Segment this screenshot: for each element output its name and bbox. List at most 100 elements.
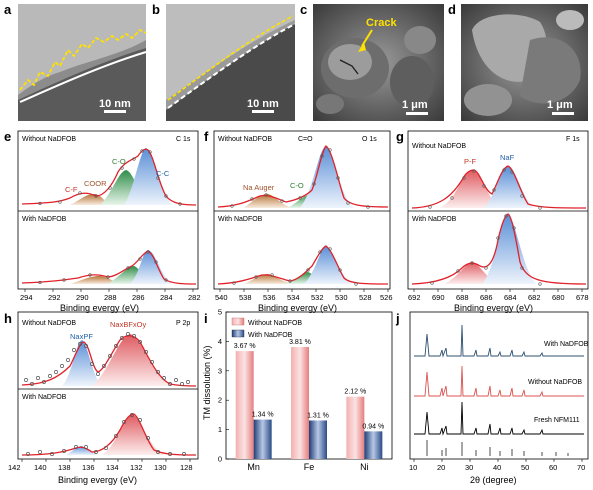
f-peak-co: C-O <box>290 181 304 190</box>
bar-mn-with <box>253 419 272 459</box>
e-peak-cc: C-C <box>156 169 170 178</box>
category-label-fe: Fe <box>304 462 315 472</box>
bar-fe-without <box>291 346 309 459</box>
e-xtick-3: 288 <box>104 293 117 302</box>
h-xtick-2: 138 <box>58 463 71 472</box>
bar-label-mn-without: 3.67 % <box>234 343 256 350</box>
h-xtick-3: 136 <box>82 463 95 472</box>
j-trace-without: Without NaDFOB <box>528 379 582 386</box>
i-ylabel: TM dissolution (%) <box>202 345 212 420</box>
sem-image-c: Crack 1 μm <box>313 4 444 121</box>
crack-label: Crack <box>366 17 397 29</box>
tem-image-a: 10 nm <box>18 4 147 121</box>
g-xtick-1: 690 <box>432 293 445 302</box>
xrd-panel-j: With NaDFOB Without NaDFOB Fresh NFM111 … <box>409 311 589 485</box>
panel-label-h: h <box>4 311 12 326</box>
g-xtick-6: 680 <box>552 293 565 302</box>
h-xtick-1: 140 <box>34 463 47 472</box>
e-top-title: Without NaDFOB <box>22 136 76 143</box>
scale-label-b: 10 nm <box>247 98 279 110</box>
h-edge: P 2p <box>176 320 190 327</box>
i-ytick-label: 0 <box>218 455 222 464</box>
category-label-mn: Mn <box>247 462 260 472</box>
j-xtick-5: 60 <box>549 463 557 472</box>
bar-fe-with <box>309 420 327 459</box>
h-xlabel: Binding evergy (eV) <box>58 475 137 485</box>
e-peak-cf: C-F <box>65 185 78 194</box>
g-peak-naf: NaF <box>500 153 515 162</box>
h-xtick-4: 134 <box>106 463 119 472</box>
j-xtick-1: 20 <box>437 463 445 472</box>
xps-panel-f: Without NaDFOB C=O O 1s With NaDFOB Na A… <box>213 130 393 313</box>
panel-label-d: d <box>448 2 456 17</box>
e-peak-coor: COOR <box>84 179 107 188</box>
h-xtick-5: 132 <box>130 463 143 472</box>
h-peak-naxpf: NaxPF <box>70 332 93 341</box>
j-trace-fresh: Fresh NFM111 <box>534 417 580 424</box>
legend-swatch-with <box>231 329 245 338</box>
g-xtick-0: 692 <box>408 293 421 302</box>
bar-label-fe-without: 3.81 % <box>289 339 311 346</box>
e-peak-co: C-O <box>112 157 126 166</box>
xps-panel-g: Without NaDFOB F 1s With NaDFOB P-F NaF … <box>407 130 589 313</box>
h-bottom-title: With NaDFOB <box>22 394 67 401</box>
i-ytick-label: 5 <box>218 308 222 317</box>
h-xtick-0: 142 <box>8 463 21 472</box>
e-xlabel: Binding evergy (eV) <box>60 303 139 313</box>
f-xtick-7: 526 <box>380 293 393 302</box>
f-peak-na-auger: Na Auger <box>243 183 275 192</box>
xps-panel-e: Without NaDFOB C 1s With NaDFOB C-F COOR… <box>17 130 201 313</box>
h-xtick-6: 130 <box>154 463 167 472</box>
sem-image-d: 1 μm <box>461 4 588 121</box>
f-xtick-6: 528 <box>359 293 372 302</box>
bar-label-fe-with: 1.31 % <box>307 412 329 419</box>
legend-with: With NaDFOB <box>248 332 293 339</box>
legend-without: Without NaDFOB <box>248 320 302 327</box>
j-xtick-2: 30 <box>465 463 473 472</box>
j-trace-with: With NaDFOB <box>544 341 589 348</box>
panel-label-i: i <box>204 311 208 326</box>
f-xtick-3: 534 <box>287 293 300 302</box>
g-xtick-7: 678 <box>576 293 589 302</box>
g-xtick-2: 688 <box>456 293 469 302</box>
i-ytick-label: 2 <box>218 396 222 405</box>
h-peak-naxbfxoy: NaxBFxOy <box>110 320 147 329</box>
j-xtick-4: 50 <box>521 463 529 472</box>
e-xtick-6: 282 <box>188 293 201 302</box>
panel-label-e: e <box>4 129 11 144</box>
legend-swatch-without <box>231 317 245 326</box>
f-peak-c=o: C=O <box>298 136 313 143</box>
tem-image-b: 10 nm <box>166 4 296 121</box>
f-bottom-title: With NaDFOB <box>218 216 263 223</box>
g-top-title: Without NaDFOB <box>412 143 466 150</box>
i-ytick-label: 3 <box>218 366 222 375</box>
bar-mn-without <box>235 351 254 459</box>
j-xtick-0: 10 <box>409 463 417 472</box>
bar-label-mn-with: 1.34 % <box>252 412 274 419</box>
bar-ni-without <box>346 396 365 459</box>
e-edge: C 1s <box>176 136 191 143</box>
f-top-title: Without NaDFOB <box>218 136 272 143</box>
h-xtick-7: 128 <box>180 463 193 472</box>
g-bottom-title: With NaDFOB <box>412 216 457 223</box>
panel-label-a: a <box>4 2 12 17</box>
scale-label-c: 1 μm <box>402 99 428 111</box>
panel-label-c: c <box>300 2 307 17</box>
e-xtick-4: 286 <box>132 293 145 302</box>
j-xlabel: 2θ (degree) <box>470 475 517 485</box>
bar-label-ni-without: 2.12 % <box>344 389 366 396</box>
g-xtick-4: 684 <box>504 293 517 302</box>
bar-label-ni-with: 0.94 % <box>362 423 384 430</box>
e-bottom-title: With NaDFOB <box>22 216 67 223</box>
e-xtick-5: 284 <box>160 293 173 302</box>
panel-label-f: f <box>204 129 209 144</box>
e-xtick-1: 292 <box>48 293 61 302</box>
f-xtick-0: 540 <box>215 293 228 302</box>
g-edge: F 1s <box>566 136 580 143</box>
f-xlabel: Binding evergy (eV) <box>258 303 337 313</box>
f-xtick-2: 536 <box>263 293 276 302</box>
scale-label-d: 1 μm <box>547 99 573 111</box>
i-ytick-label: 1 <box>218 425 222 434</box>
j-xtick-3: 40 <box>493 463 501 472</box>
